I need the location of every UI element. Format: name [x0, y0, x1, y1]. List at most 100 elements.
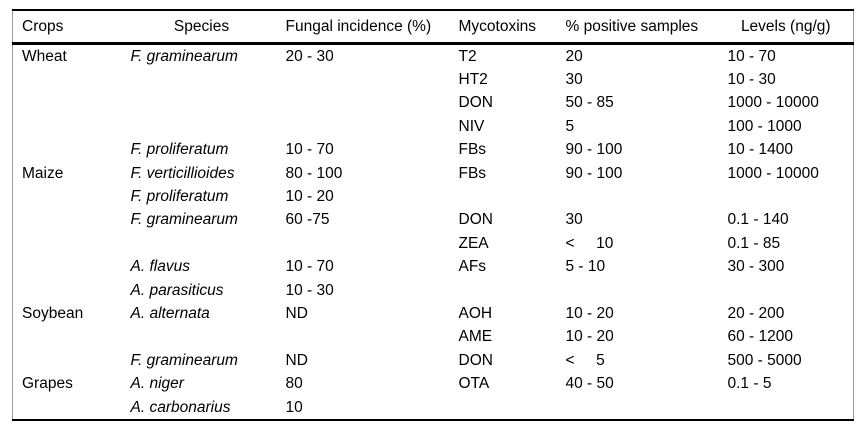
table-row: F. proliferatum 10 - 70 FBs 90 - 100 10 … — [13, 139, 854, 162]
table-row: F. graminearum ND DON < 5 500 - 5000 — [13, 349, 854, 372]
species-cell: F. graminearum — [130, 47, 238, 65]
species-cell: F. graminearum — [130, 211, 238, 229]
table-row: ZEA < 10 0.1 - 85 — [13, 232, 854, 255]
table-row: NIV 5 100 - 1000 — [13, 115, 854, 138]
mycotoxin-cell: AME — [458, 328, 493, 346]
incidence-cell: 10 - 30 — [285, 281, 334, 299]
positive-samples-cell: 5 - 10 — [565, 258, 606, 276]
levels-cell — [719, 185, 854, 208]
table-row: DON 50 - 85 1000 - 10000 — [13, 92, 854, 115]
levels-cell: 1000 - 10000 — [727, 94, 819, 112]
incidence-cell: 80 - 100 — [285, 164, 343, 182]
species-cell — [121, 232, 283, 255]
table-row: A. flavus 10 - 70 AFs 5 - 10 30 - 300 — [13, 256, 854, 279]
col-header-positive-samples: % positive samples — [560, 10, 719, 45]
crop-cell — [13, 349, 121, 372]
mycotoxin-cell: T2 — [458, 47, 477, 65]
levels-cell: 10 - 70 — [727, 47, 776, 65]
mycotoxin-cell: DON — [458, 351, 493, 369]
positive-samples-cell: 10 - 20 — [565, 328, 614, 346]
mycotoxin-cell: ZEA — [458, 234, 489, 252]
incidence-cell — [283, 326, 451, 349]
mycotoxin-cell: FBs — [458, 141, 487, 159]
incidence-cell — [283, 115, 451, 138]
levels-cell: 0.1 - 140 — [727, 211, 789, 229]
species-cell — [121, 326, 283, 349]
species-cell: F. graminearum — [130, 351, 238, 369]
species-cell — [121, 115, 283, 138]
crop-cell — [13, 92, 121, 115]
mycotoxin-cell: NIV — [458, 117, 485, 135]
incidence-cell: 10 - 70 — [285, 258, 334, 276]
positive-samples-cell: < 5 — [565, 351, 605, 369]
mycotoxin-cell — [451, 185, 561, 208]
incidence-cell: ND — [285, 351, 308, 369]
incidence-cell: ND — [285, 304, 308, 322]
species-cell: A. alternata — [130, 304, 210, 322]
table-row: F. graminearum 60 -75 DON 30 0.1 - 140 — [13, 209, 854, 232]
positive-samples-cell: 5 — [565, 117, 575, 135]
crop-cell — [13, 68, 121, 91]
mycotoxin-cell: AOH — [458, 304, 493, 322]
positive-samples-cell: 30 — [565, 71, 583, 89]
crop-cell — [13, 139, 121, 162]
crop-cell — [13, 209, 121, 232]
table-row: Grapes A. niger 80 OTA 40 - 50 0.1 - 5 — [13, 372, 854, 395]
incidence-cell — [283, 68, 451, 91]
species-cell: A. niger — [130, 375, 184, 393]
species-cell: A. flavus — [130, 258, 190, 276]
mycotoxin-cell: DON — [458, 211, 493, 229]
mycotoxin-cell — [451, 279, 561, 302]
crop-cell — [13, 396, 121, 420]
table-row: Soybean A. alternata ND AOH 10 - 20 20 -… — [13, 302, 854, 325]
species-cell: A. carbonarius — [130, 398, 231, 416]
mycotoxin-table: Crops Species Fungal incidence (%) Mycot… — [12, 9, 854, 422]
positive-samples-cell: 90 - 100 — [565, 164, 623, 182]
incidence-cell: 10 - 20 — [285, 188, 334, 206]
mycotoxin-cell: OTA — [458, 375, 490, 393]
mycotoxin-cell: HT2 — [458, 71, 488, 89]
crop-cell — [13, 115, 121, 138]
levels-cell — [719, 396, 854, 420]
levels-cell: 1000 - 10000 — [727, 164, 819, 182]
positive-samples-cell: 40 - 50 — [565, 375, 614, 393]
table-row: A. parasiticus 10 - 30 — [13, 279, 854, 302]
table-row: A. carbonarius 10 — [13, 396, 854, 420]
col-header-fungal-incidence: Fungal incidence (%) — [282, 10, 451, 45]
crop-cell — [13, 326, 121, 349]
positive-samples-cell: 90 - 100 — [565, 141, 623, 159]
levels-cell: 500 - 5000 — [727, 351, 802, 369]
positive-samples-cell: 30 — [565, 211, 583, 229]
crop-cell — [13, 232, 121, 255]
species-cell: F. verticillioides — [130, 164, 235, 182]
species-cell: F. proliferatum — [130, 188, 229, 206]
positive-samples-cell — [561, 279, 719, 302]
crop-cell: Soybean — [22, 304, 84, 322]
table-row: F. proliferatum 10 - 20 — [13, 185, 854, 208]
table-row: Maize F. verticillioides 80 - 100 FBs 90… — [13, 162, 854, 185]
levels-cell: 0.1 - 5 — [727, 375, 772, 393]
positive-samples-cell: < 10 — [565, 234, 614, 252]
mycotoxin-cell: DON — [458, 94, 493, 112]
col-header-crops: Crops — [12, 10, 121, 45]
header-row: Crops Species Fungal incidence (%) Mycot… — [12, 10, 854, 45]
crop-cell — [13, 256, 121, 279]
mycotoxin-cell: AFs — [458, 258, 487, 276]
species-cell — [121, 68, 283, 91]
mycotoxin-cell: FBs — [458, 164, 487, 182]
positive-samples-cell — [561, 185, 719, 208]
positive-samples-cell: 50 - 85 — [565, 94, 614, 112]
levels-cell: 30 - 300 — [727, 258, 785, 276]
incidence-cell: 10 - 70 — [285, 141, 334, 159]
incidence-cell: 10 — [285, 398, 303, 416]
species-cell: A. parasiticus — [130, 281, 224, 299]
crop-cell: Maize — [22, 164, 64, 182]
crop-cell — [13, 185, 121, 208]
table-row: AME 10 - 20 60 - 1200 — [13, 326, 854, 349]
incidence-cell: 80 — [285, 375, 303, 393]
levels-cell: 0.1 - 85 — [727, 234, 781, 252]
levels-cell: 100 - 1000 — [727, 117, 802, 135]
crop-cell: Wheat — [22, 47, 67, 65]
levels-cell: 10 - 1400 — [727, 141, 794, 159]
species-cell: F. proliferatum — [130, 141, 229, 159]
